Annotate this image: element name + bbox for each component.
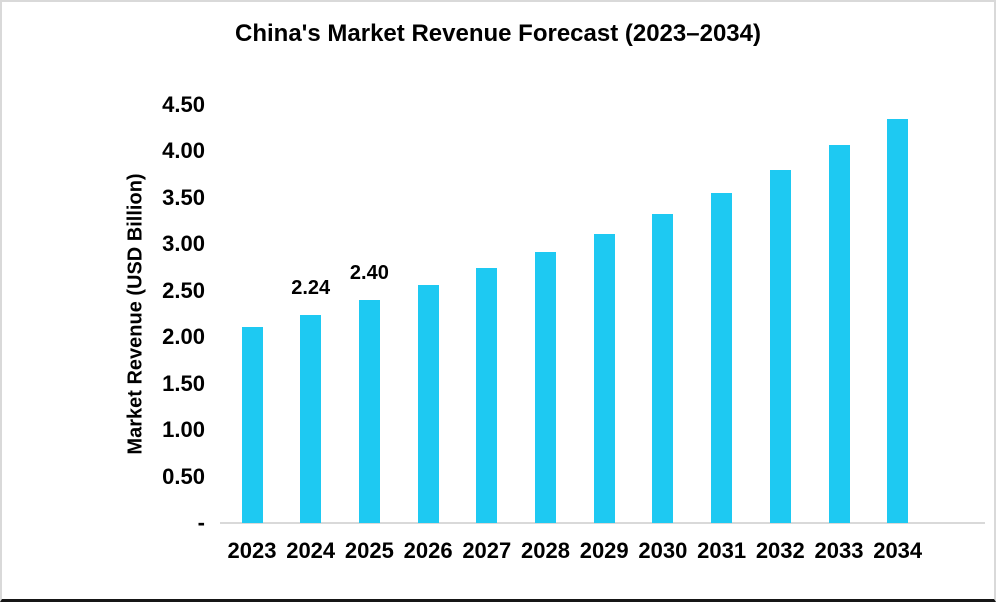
x-tick-label-2029: 2029 — [579, 538, 629, 563]
x-tick-label-2026: 2026 — [403, 538, 453, 563]
y-axis-title: Market Revenue (USD Billion) — [124, 173, 147, 455]
y-tick-label: 1.00 — [162, 417, 205, 443]
bar-2024 — [300, 314, 322, 523]
bar-2031 — [711, 193, 733, 523]
y-tick-label: - — [197, 510, 205, 535]
y-tick-label: 1.50 — [162, 370, 205, 396]
x-tick-label-2028: 2028 — [521, 538, 570, 563]
x-tick-label-2034: 2034 — [873, 538, 923, 563]
bar-2032 — [769, 169, 791, 523]
bar-value-label-2024: 2.24 — [291, 276, 331, 299]
x-tick-label-2024: 2024 — [286, 538, 336, 563]
x-tick-label-2023: 2023 — [227, 538, 277, 563]
y-tick-label: 3.50 — [162, 184, 205, 210]
x-tick-label-2030: 2030 — [638, 538, 688, 563]
y-tick-label: 2.00 — [162, 324, 205, 350]
bar-2034 — [887, 118, 909, 523]
x-tick-label-2027: 2027 — [462, 538, 512, 563]
bar-2028 — [535, 251, 556, 523]
bar-2030 — [652, 213, 674, 523]
y-tick-label: 2.50 — [162, 277, 205, 303]
bar-2026 — [417, 285, 439, 523]
chart-title: China's Market Revenue Forecast (2023–20… — [235, 20, 761, 47]
bar-2027 — [476, 268, 498, 523]
x-tick-label-2033: 2033 — [814, 538, 864, 563]
bar-2033 — [828, 144, 850, 523]
y-tick-label: 0.50 — [162, 463, 205, 489]
x-axis-line — [220, 522, 985, 524]
y-tick-label: 4.00 — [162, 138, 205, 164]
x-tick-label-2025: 2025 — [344, 538, 394, 563]
bar-2025 — [358, 300, 380, 523]
x-tick-label-2031: 2031 — [697, 538, 747, 563]
bar-2029 — [593, 234, 615, 523]
y-tick-label: 4.50 — [162, 91, 205, 117]
x-tick-label-2032: 2032 — [755, 538, 805, 563]
y-tick-label: 3.00 — [162, 231, 205, 257]
bar-2023 — [241, 326, 263, 523]
bar-value-label-2025: 2.40 — [349, 262, 389, 285]
